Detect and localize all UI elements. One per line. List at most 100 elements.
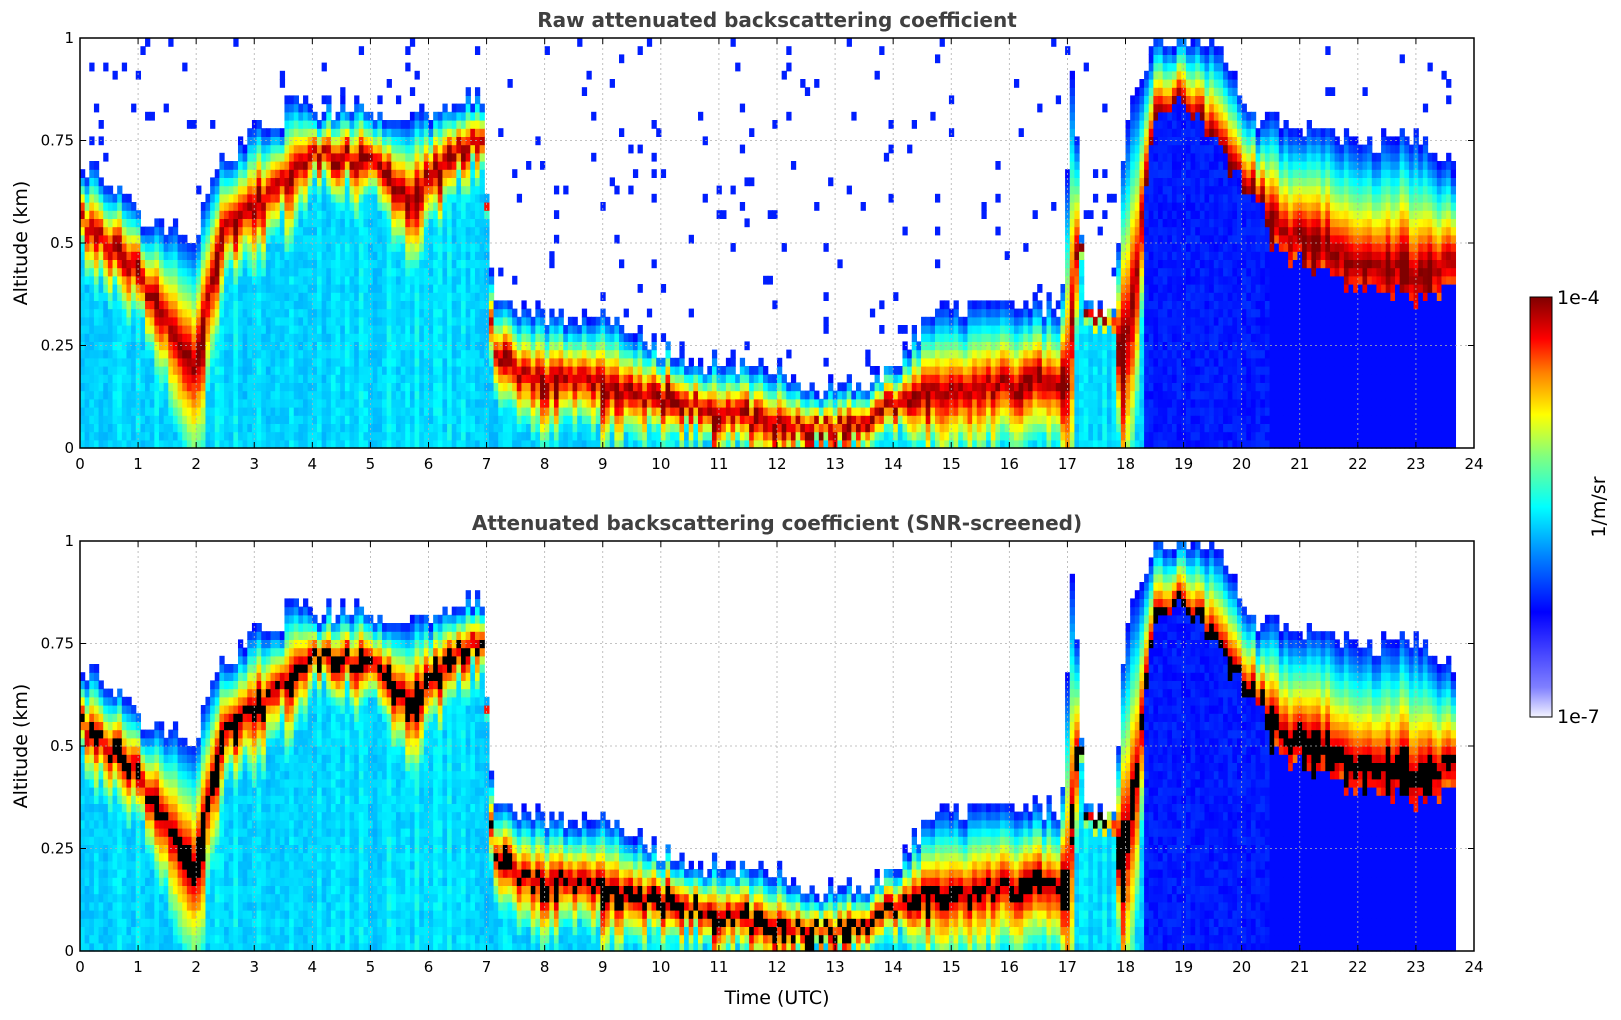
heatmap-cell bbox=[261, 145, 266, 154]
heatmap-cell bbox=[359, 399, 364, 408]
heatmap-cell bbox=[294, 153, 299, 162]
heatmap-cell bbox=[266, 268, 271, 277]
heatmap-cell bbox=[266, 218, 271, 227]
heatmap-cell bbox=[261, 218, 266, 227]
heatmap-cell bbox=[178, 259, 183, 268]
heatmap-cell bbox=[373, 210, 378, 219]
heatmap-cell bbox=[336, 268, 341, 277]
heatmap-cell bbox=[210, 407, 215, 416]
heatmap-cell bbox=[89, 366, 94, 375]
heatmap-cell bbox=[373, 292, 378, 301]
heatmap-cell bbox=[271, 358, 276, 367]
heatmap-cell bbox=[238, 292, 243, 301]
heatmap-cell bbox=[247, 284, 252, 293]
heatmap-cell bbox=[257, 366, 262, 375]
heatmap-cell bbox=[224, 259, 229, 268]
heatmap-cell bbox=[196, 366, 201, 375]
heatmap-cell bbox=[99, 268, 104, 277]
heatmap-cell bbox=[85, 366, 90, 375]
heatmap-cell bbox=[215, 186, 220, 195]
heatmap-cell bbox=[294, 374, 299, 383]
heatmap-cell bbox=[108, 227, 113, 236]
heatmap-cell bbox=[126, 333, 131, 342]
heatmap-cell bbox=[243, 210, 248, 219]
heatmap-cell bbox=[289, 259, 294, 268]
heatmap-cell bbox=[205, 317, 210, 326]
heatmap-cell bbox=[89, 399, 94, 408]
heatmap-cell bbox=[363, 423, 368, 432]
heatmap-cell bbox=[303, 407, 308, 416]
heatmap-cell bbox=[373, 432, 378, 441]
heatmap-cell bbox=[345, 391, 350, 400]
heatmap-cell bbox=[210, 177, 215, 186]
heatmap-cell bbox=[238, 333, 243, 342]
heatmap-cell bbox=[210, 423, 215, 432]
heatmap-cell bbox=[122, 268, 127, 277]
heatmap-cell bbox=[312, 251, 317, 260]
heatmap-cell bbox=[243, 300, 248, 309]
heatmap-cell bbox=[145, 423, 150, 432]
heatmap-cell bbox=[326, 153, 331, 162]
heatmap-cell bbox=[117, 366, 122, 375]
heatmap-cell bbox=[289, 317, 294, 326]
heatmap-cell bbox=[336, 292, 341, 301]
heatmap-cell bbox=[145, 366, 150, 375]
heatmap-cell bbox=[233, 161, 238, 170]
heatmap-cell bbox=[117, 218, 122, 227]
heatmap-cell bbox=[331, 218, 336, 227]
heatmap-cell bbox=[266, 325, 271, 334]
heatmap-cell bbox=[145, 309, 150, 318]
heatmap-cell bbox=[205, 309, 210, 318]
heatmap-cell bbox=[312, 161, 317, 170]
heatmap-cell bbox=[238, 218, 243, 227]
heatmap-cell bbox=[359, 243, 364, 252]
heatmap-cell bbox=[187, 317, 192, 326]
heatmap-cell bbox=[154, 366, 159, 375]
heatmap-cell bbox=[168, 391, 173, 400]
heatmap-cell bbox=[322, 169, 327, 178]
heatmap-cell bbox=[173, 366, 178, 375]
heatmap-cell bbox=[159, 251, 164, 260]
heatmap-cell bbox=[289, 284, 294, 293]
heatmap-cell bbox=[108, 423, 113, 432]
heatmap-cell bbox=[280, 153, 285, 162]
heatmap-cell bbox=[85, 227, 90, 236]
heatmap-cell bbox=[336, 358, 341, 367]
heatmap-cell bbox=[284, 218, 289, 227]
heatmap-cell bbox=[173, 235, 178, 244]
heatmap-cell bbox=[363, 432, 368, 441]
heatmap-cell bbox=[350, 194, 355, 203]
heatmap-cell bbox=[326, 161, 331, 170]
heatmap-cell bbox=[103, 333, 108, 342]
heatmap-cell bbox=[266, 194, 271, 203]
heatmap-cell bbox=[354, 235, 359, 244]
heatmap-cell bbox=[331, 317, 336, 326]
heatmap-cell bbox=[322, 407, 327, 416]
heatmap-cell bbox=[168, 358, 173, 367]
heatmap-cell bbox=[340, 112, 345, 121]
heatmap-cell bbox=[345, 202, 350, 211]
heatmap-cell bbox=[312, 415, 317, 424]
heatmap-cell bbox=[99, 407, 104, 416]
heatmap-cell bbox=[271, 218, 276, 227]
heatmap-cell bbox=[322, 268, 327, 277]
heatmap-cell bbox=[289, 202, 294, 211]
heatmap-cell bbox=[354, 317, 359, 326]
heatmap-cell bbox=[345, 432, 350, 441]
heatmap-cell bbox=[354, 350, 359, 359]
heatmap-cell bbox=[229, 423, 234, 432]
heatmap-cell bbox=[363, 243, 368, 252]
heatmap-cell bbox=[205, 243, 210, 252]
heatmap-cell bbox=[219, 251, 224, 260]
heatmap-cell bbox=[271, 161, 276, 170]
heatmap-cell bbox=[140, 432, 145, 441]
heatmap-cell bbox=[173, 309, 178, 318]
heatmap-cell bbox=[94, 374, 99, 383]
heatmap-cell bbox=[210, 284, 215, 293]
heatmap-cell bbox=[266, 317, 271, 326]
heatmap-cell bbox=[122, 407, 127, 416]
heatmap-cell bbox=[326, 235, 331, 244]
heatmap-cell bbox=[340, 350, 345, 359]
heatmap-cell bbox=[331, 382, 336, 391]
heatmap-cell bbox=[215, 276, 220, 285]
